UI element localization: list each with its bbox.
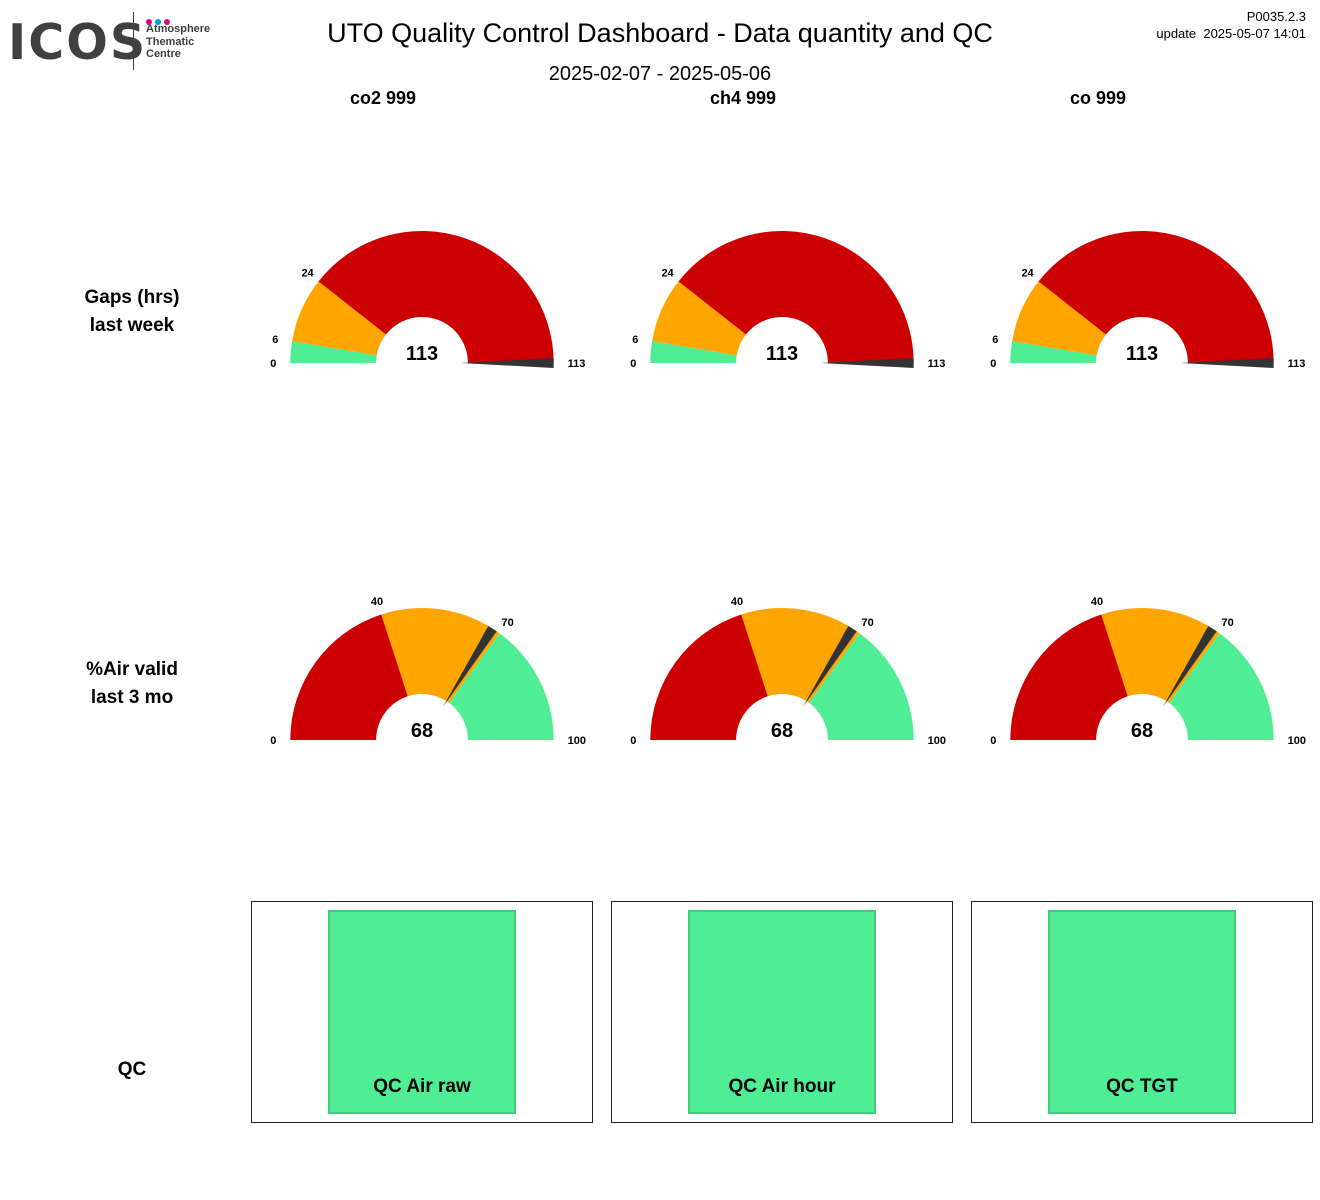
- gauge-needle: [1162, 625, 1217, 707]
- gauge-tick-label: 113: [1288, 358, 1306, 370]
- row-label-gaps: Gaps (hrs) last week: [32, 284, 232, 340]
- gauge-value-label: 68: [771, 720, 793, 742]
- gauge-zone-green: [808, 633, 914, 740]
- gauge-tick-label: 0: [990, 358, 996, 370]
- gauge-zone-red: [650, 614, 768, 740]
- gauge-value-label: 113: [1126, 343, 1158, 365]
- qc-panel-tgt: QC TGT: [971, 901, 1313, 1123]
- logo-dot-1: [146, 19, 152, 25]
- gauge-tick-label: 6: [992, 334, 998, 346]
- date-range: 2025-02-07 - 2025-05-06: [548, 63, 772, 85]
- gauge-zone-red: [1038, 231, 1274, 363]
- gauge-tick-label: 6: [632, 334, 638, 346]
- gauge-tick-label: 6: [272, 334, 278, 346]
- gauge-value-label: 68: [1131, 720, 1153, 742]
- gauge-gaps-ch4: 0 6 24 113 113: [630, 231, 946, 370]
- row-label-gaps-line-1: Gaps (hrs): [84, 287, 180, 308]
- column-header-co2: co2 999: [349, 88, 417, 108]
- gauge-tick-label: 100: [1288, 735, 1306, 747]
- logo-dots: [146, 12, 173, 30]
- gauge-needle: [1181, 358, 1274, 368]
- row-label-qc: QC: [117, 1059, 147, 1080]
- row-label-air-line-1: %Air valid: [86, 659, 178, 680]
- gauge-zone-orange: [381, 608, 500, 703]
- logo-line-2: Thematic: [146, 35, 195, 48]
- gauge-value-label: 113: [406, 343, 438, 365]
- gauge-needle: [461, 358, 554, 368]
- gauge-needle: [442, 625, 497, 707]
- gauge-air-co: 0 40 70 100 68: [990, 596, 1306, 747]
- logo-subtitle: Atmosphere Thematic Centre: [146, 23, 210, 61]
- gauge-tick-label: 24: [1021, 268, 1034, 280]
- update-timestamp: update 2025-05-07 14:01: [1156, 26, 1306, 41]
- gauge-zone-green: [650, 341, 737, 363]
- gauge-zone-orange: [292, 281, 386, 356]
- gauge-zone-red: [290, 614, 408, 740]
- logo-line-1: Atmosphere: [146, 23, 211, 35]
- gauge-tick-label: 0: [990, 735, 996, 747]
- gauge-zone-orange: [652, 281, 746, 356]
- logo-dot-2: [155, 19, 161, 25]
- column-header-co: co 999: [1069, 88, 1127, 108]
- qc-status-tile-air-hour: QC Air hour: [688, 910, 876, 1114]
- gauge-tick-label: 0: [270, 358, 276, 370]
- gauge-tick-label: 0: [630, 358, 636, 370]
- icos-logo: ICOS Atmosphere Thematic Centre: [8, 10, 223, 74]
- gauge-tick-label: 40: [731, 596, 743, 608]
- gauge-tick-label: 113: [928, 358, 946, 370]
- gauge-zone-green: [1010, 341, 1097, 363]
- logo-line-3: Centre: [146, 48, 181, 60]
- gauge-gaps-co: 0 6 24 113 113: [990, 231, 1306, 370]
- gauge-tick-label: 113: [568, 358, 586, 370]
- version-label: P0035.2.3: [1246, 9, 1306, 24]
- gauge-needle: [802, 625, 857, 707]
- gauge-zone-orange: [741, 608, 860, 703]
- gauge-zone-green: [448, 633, 554, 740]
- gauge-tick-label: 70: [1222, 617, 1234, 629]
- gauge-zone-red: [318, 231, 554, 363]
- logo-divider: [133, 12, 134, 70]
- qc-label-air-hour: QC Air hour: [728, 1076, 836, 1097]
- gauge-zone-orange: [1012, 281, 1106, 356]
- gauge-tick-label: 40: [371, 596, 383, 608]
- gauge-air-co2: 0 40 70 100 68: [270, 596, 586, 747]
- qc-status-tile-air-raw: QC Air raw: [328, 910, 516, 1114]
- qc-status-tile-tgt: QC TGT: [1048, 910, 1236, 1114]
- gauge-tick-label: 100: [568, 735, 586, 747]
- page-title: UTO Quality Control Dashboard - Data qua…: [327, 18, 993, 48]
- gauge-zone-red: [678, 231, 914, 363]
- gauge-tick-label: 40: [1091, 596, 1103, 608]
- gauge-needle: [821, 358, 914, 368]
- gauge-gaps-co2: 0 6 24 113 113: [270, 231, 586, 370]
- gauge-tick-label: 24: [301, 268, 314, 280]
- gauge-tick-label: 70: [862, 617, 874, 629]
- gauge-tick-label: 70: [502, 617, 514, 629]
- gauge-tick-label: 24: [661, 268, 674, 280]
- gauge-zone-red: [1010, 614, 1128, 740]
- gauge-tick-label: 0: [270, 735, 276, 747]
- qc-label-tgt: QC TGT: [1106, 1076, 1178, 1097]
- logo-wordmark: ICOS: [8, 14, 148, 71]
- gauge-zone-green: [1168, 633, 1274, 740]
- gauge-tick-label: 0: [630, 735, 636, 747]
- column-header-ch4: ch4 999: [709, 88, 777, 108]
- qc-panel-air-hour: QC Air hour: [611, 901, 953, 1123]
- page-title-wrap: UTO Quality Control Dashboard - Data qua…: [0, 17, 1320, 49]
- row-label-air: %Air valid last 3 mo: [32, 656, 232, 712]
- gauge-value-label: 68: [411, 720, 433, 742]
- gauge-air-ch4: 0 40 70 100 68: [630, 596, 946, 747]
- gauge-tick-label: 100: [928, 735, 946, 747]
- gauge-zone-orange: [1101, 608, 1220, 703]
- row-label-gaps-line-2: last week: [89, 315, 175, 336]
- gauge-value-label: 113: [766, 343, 798, 365]
- gauge-zone-green: [290, 341, 377, 363]
- row-label-air-line-2: last 3 mo: [90, 687, 174, 708]
- logo-dot-3: [164, 19, 170, 25]
- qc-label-air-raw: QC Air raw: [373, 1076, 471, 1097]
- qc-panel-air-raw: QC Air raw: [251, 901, 593, 1123]
